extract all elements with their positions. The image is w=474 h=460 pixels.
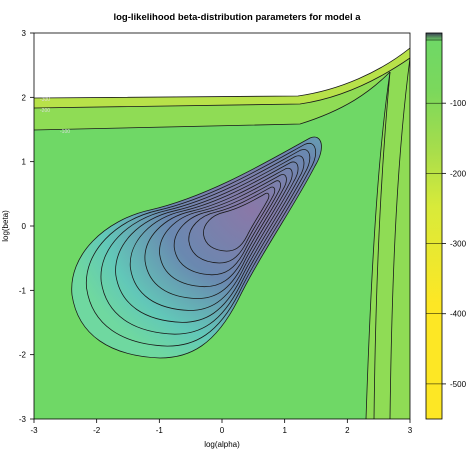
contour-line [100,149,311,335]
contour-label: -300 [40,97,50,103]
colorbar-tick-label: -100 [450,99,467,108]
y-tick-label: 3 [22,29,27,38]
contour-line [188,186,276,264]
y-tick-label: -3 [19,415,27,424]
contour-label: -200 [40,108,50,114]
y-tick-label: -1 [19,286,27,295]
contour-line [34,71,391,131]
contour-line [129,161,299,311]
x-tick-label: 0 [220,426,225,435]
y-axis-label: log(beta) [1,210,10,242]
contour-line [373,71,391,419]
colorbar-ticks: -100 -200 -300 -400 -500 [426,39,467,389]
contour-line [389,57,410,419]
plot-area [34,33,410,419]
contour-line [34,57,410,109]
y-axis: -3 -2 -1 0 1 2 3 [19,29,34,424]
colorbar-tick-label: -200 [450,169,467,178]
contour-lines [34,47,410,419]
chart-title: log-likelihood beta-distribution paramet… [113,12,361,23]
contour-line [365,71,391,419]
contour-level-labels: -300 -200 -100 [40,97,70,135]
colorbar: -100 -200 -300 -400 -500 [425,32,467,420]
colorbar-tick-label: -400 [450,310,467,319]
contour-line [144,167,293,300]
x-axis-label: log(alpha) [204,440,240,449]
contour-line [173,180,281,276]
x-tick-label: 1 [282,426,287,435]
contour-line [86,142,316,347]
x-tick-label: 3 [408,426,413,435]
high-likelihood-core [71,137,322,358]
colorbar-gradient [425,32,443,420]
colorbar-tick-label: -500 [450,380,467,389]
x-tick-label: -1 [156,426,164,435]
colorbar-tick-label: -300 [450,240,467,249]
x-axis: -3 -2 -1 0 1 2 3 [30,419,413,435]
x-tick-label: -3 [30,426,38,435]
contour-label: -100 [60,129,70,135]
right-band-strip [374,58,410,419]
contour-line [203,192,270,252]
contour-line [115,155,305,323]
contour-line [159,174,287,288]
y-tick-label: 1 [22,158,27,167]
contour-line [71,136,322,359]
x-tick-label: -2 [93,426,101,435]
y-tick-label: 0 [22,222,27,231]
y-tick-label: -2 [19,351,27,360]
contour-line [34,47,410,99]
x-tick-label: 2 [345,426,350,435]
y-tick-label: 2 [22,93,27,102]
